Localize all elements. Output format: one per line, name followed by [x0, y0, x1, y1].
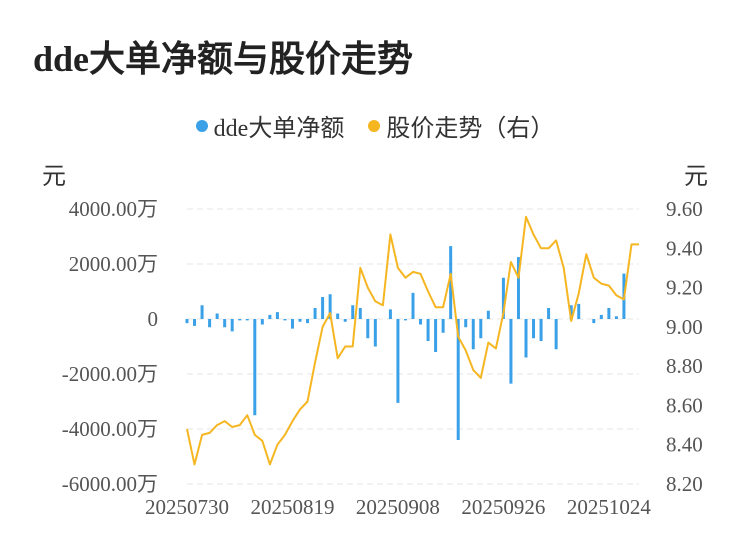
- dde-bar: [313, 308, 317, 319]
- right-tick-label: 9.60: [666, 197, 703, 221]
- right-tick-label: 8.40: [666, 433, 703, 457]
- dde-bar: [539, 319, 543, 341]
- right-tick-label: 8.60: [666, 393, 703, 417]
- legend-dot-dde: [195, 119, 208, 132]
- price-line-path: [186, 215, 639, 466]
- dde-bar: [547, 308, 551, 319]
- left-tick-label: -6000.00万: [62, 472, 158, 496]
- dde-bar: [403, 319, 407, 321]
- dde-bar: [321, 297, 325, 319]
- dde-bar: [268, 314, 272, 319]
- dde-bar: [464, 319, 468, 328]
- left-axis-ticks: 4000.00万 2000.00万 0 -2000.00万 -4000.00万 -6000…: [62, 197, 158, 496]
- dde-bar: [208, 319, 212, 328]
- dde-bar: [614, 316, 618, 319]
- dde-bar: [434, 319, 438, 352]
- dde-bar: [238, 319, 242, 321]
- dde-bar: [426, 319, 430, 341]
- chart-title: dde大单净额与股价走势: [33, 39, 414, 79]
- dde-bar: [223, 319, 227, 328]
- right-tick-label: 8.80: [666, 354, 703, 378]
- legend-item-price[interactable]: 股价走势（右）: [368, 108, 554, 143]
- dde-bar: [599, 314, 603, 319]
- legend-item-dde[interactable]: dde大单净额: [195, 108, 345, 143]
- dde-bar: [441, 319, 445, 333]
- dde-bar: [569, 305, 573, 319]
- right-tick-label: 8.20: [666, 472, 703, 496]
- dde-bar: [577, 303, 581, 319]
- dde-bar: [532, 319, 536, 339]
- dde-bar: [283, 319, 287, 321]
- legend-label-price: 股价走势（右）: [386, 116, 555, 142]
- dde-bar: [509, 319, 513, 384]
- left-axis-unit: 元: [42, 164, 66, 190]
- dde-bar: [373, 319, 377, 347]
- dde-bar: [366, 319, 370, 339]
- dde-bar: [253, 319, 257, 416]
- right-axis-ticks: 9.60 9.40 9.20 9.00 8.80 8.60 8.40 8.20: [666, 197, 703, 496]
- dde-bar: [411, 292, 415, 319]
- dde-bar: [486, 310, 490, 319]
- dde-bar: [554, 319, 558, 350]
- dde-bar: [328, 294, 332, 319]
- dde-bar: [245, 319, 249, 321]
- x-axis-ticks: 20250730 20250819 20250908 20250926 20251024: [145, 495, 651, 519]
- dde-bar: [193, 319, 197, 326]
- dde-bar: [275, 312, 279, 319]
- dde-bar: [358, 308, 362, 319]
- x-tick-label: 20250819: [250, 495, 334, 519]
- left-tick-label: -2000.00万: [62, 362, 158, 386]
- dde-bar: [230, 319, 234, 332]
- right-tick-label: 9.20: [666, 276, 703, 300]
- x-tick-label: 20250908: [356, 495, 440, 519]
- dde-bar: [290, 319, 294, 329]
- price-line: [186, 215, 639, 466]
- left-tick-label: 0: [148, 307, 159, 331]
- dde-bars: [185, 246, 626, 440]
- legend-label-dde: dde大单净额: [213, 116, 345, 142]
- dde-bar: [607, 308, 611, 319]
- left-tick-label: -4000.00万: [62, 417, 158, 441]
- dde-bar: [298, 319, 302, 322]
- legend: dde大单净额 股价走势（右）: [0, 108, 750, 143]
- left-tick-label: 2000.00万: [69, 252, 158, 276]
- dde-bar: [501, 277, 505, 319]
- dde-bar: [185, 319, 189, 324]
- dde-bar: [351, 305, 355, 319]
- legend-dot-price: [368, 119, 381, 132]
- dde-bar: [592, 319, 596, 324]
- dde-bar: [396, 319, 400, 403]
- dde-bar: [419, 319, 423, 325]
- dde-bar: [479, 319, 483, 339]
- dde-bar: [215, 313, 219, 319]
- x-tick-label: 20251024: [567, 495, 652, 519]
- left-tick-label: 4000.00万: [69, 197, 158, 221]
- right-tick-label: 9.00: [666, 315, 703, 339]
- dde-bar: [200, 305, 204, 319]
- dde-bar: [343, 319, 347, 322]
- x-tick-label: 20250926: [461, 495, 545, 519]
- dde-bar: [516, 257, 520, 319]
- dde-bar: [456, 319, 460, 440]
- dde-bar: [388, 309, 392, 319]
- right-tick-label: 9.40: [666, 236, 703, 260]
- dde-bar: [449, 246, 453, 319]
- dde-bar: [336, 313, 340, 319]
- x-tick-label: 20250730: [145, 495, 229, 519]
- dde-bar: [306, 319, 310, 324]
- dde-bar: [260, 319, 264, 325]
- dde-bar: [524, 319, 528, 358]
- right-axis-unit: 元: [684, 164, 708, 190]
- dde-bar: [471, 319, 475, 350]
